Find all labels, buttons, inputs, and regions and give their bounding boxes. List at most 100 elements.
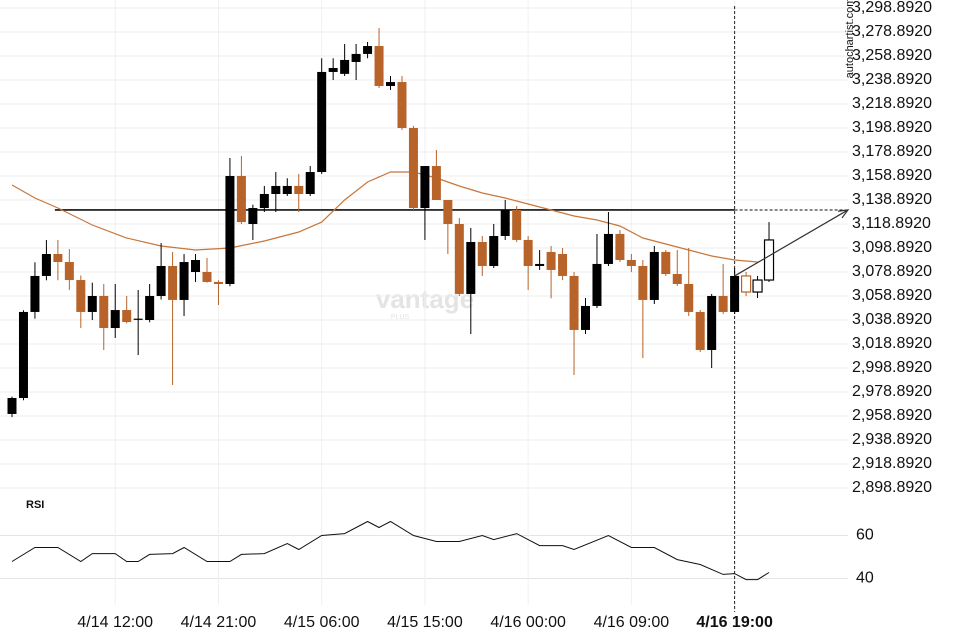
candle-body (145, 295, 155, 320)
candle-body (259, 193, 269, 209)
candle-body (122, 310, 132, 323)
candle-body (672, 274, 682, 284)
candle-body (99, 295, 109, 329)
y-tick-label: 3,238.8920 (852, 71, 932, 88)
y-tick-label: 3,078.8920 (852, 263, 932, 280)
x-tick-label: 4/16 00:00 (490, 614, 566, 631)
x-tick-label: 4/14 21:00 (181, 614, 257, 631)
candle-body (305, 172, 315, 194)
candle-body (523, 239, 533, 266)
candle-body (225, 175, 235, 284)
candle-body (569, 275, 579, 330)
candle-body (317, 71, 327, 173)
candle-body (351, 53, 361, 62)
candle-body (110, 310, 120, 329)
rsi-tick-label: 60 (856, 527, 874, 544)
rsi-label: RSI (26, 499, 44, 511)
candle-body (592, 263, 602, 306)
candle-body (684, 283, 694, 312)
candle-body (500, 209, 510, 236)
candle-body (41, 253, 51, 276)
x-tick-label: 4/14 12:00 (77, 614, 153, 631)
x-tick-label: 4/16 19:00 (696, 614, 773, 631)
candle-body (752, 279, 763, 293)
candle-body (489, 235, 499, 266)
candle-body (179, 262, 189, 300)
watermark-sub: PLUS (391, 314, 410, 321)
projection-arrow (734, 209, 849, 277)
candle-body (191, 259, 201, 272)
candle-body (603, 233, 613, 264)
candle-body (168, 265, 178, 300)
candle-body (202, 271, 212, 282)
candle-body (581, 305, 590, 330)
candle-body (30, 275, 40, 312)
y-tick-label: 3,058.8920 (852, 287, 932, 304)
candle-body (454, 223, 464, 294)
candle-body (695, 311, 705, 350)
y-tick-label: 3,178.8920 (852, 143, 932, 160)
candle-body (248, 208, 258, 224)
candle-body (294, 185, 304, 194)
candle-body (282, 185, 292, 194)
candle-body (626, 259, 636, 266)
candle-body (87, 295, 97, 312)
candle-body (477, 241, 487, 266)
candle-body (397, 82, 407, 128)
candle-body (707, 295, 717, 350)
candle-body (740, 275, 752, 293)
candle-body (7, 397, 17, 414)
candle-body (386, 82, 396, 86)
y-tick-label: 2,958.8920 (852, 407, 932, 424)
y-tick-label: 2,978.8920 (852, 383, 932, 400)
y-tick-label: 3,038.8920 (852, 311, 932, 328)
candle-body (730, 275, 740, 312)
x-tick-label: 4/15 15:00 (387, 614, 463, 631)
candle-body (443, 199, 453, 224)
candle-body (408, 127, 418, 209)
y-tick-label: 3,218.8920 (852, 95, 932, 112)
x-tick-label: 4/15 06:00 (284, 614, 360, 631)
y-tick-label: 3,018.8920 (852, 335, 932, 352)
candle-body (271, 185, 281, 194)
candle-body (374, 46, 384, 86)
x-tick-label: 4/16 09:00 (594, 614, 670, 631)
candle-body (76, 280, 86, 312)
y-tick-label: 3,298.8920 (852, 0, 932, 16)
y-tick-label: 3,258.8920 (852, 47, 932, 64)
y-tick-label: 3,198.8920 (852, 119, 932, 136)
candle-body (420, 166, 430, 209)
candle-body (213, 281, 223, 284)
y-tick-label: 3,278.8920 (852, 23, 932, 40)
candle-body (546, 251, 556, 270)
y-tick-label: 3,158.8920 (852, 167, 932, 184)
candle-body (615, 233, 625, 260)
candle-body (18, 311, 28, 398)
candle-body (638, 265, 648, 300)
candle-body (763, 239, 775, 281)
candle-body (512, 209, 522, 240)
candle-body (661, 251, 671, 275)
y-tick-label: 3,138.8920 (852, 191, 932, 208)
projection-arrowhead (838, 209, 850, 219)
y-tick-label: 2,918.8920 (852, 455, 932, 472)
candle-body (431, 166, 441, 200)
candle-body (340, 59, 350, 74)
rsi-tick-label: 40 (856, 570, 874, 587)
y-tick-label: 2,998.8920 (852, 359, 932, 376)
y-tick-label: 3,118.8920 (852, 215, 931, 232)
candle-body (718, 295, 728, 312)
candle-body (649, 251, 659, 300)
candle-body (64, 262, 74, 281)
candle-body (328, 67, 338, 72)
y-tick-label: 2,898.8920 (852, 479, 932, 496)
candle-body (558, 253, 568, 276)
y-tick-label: 3,098.8920 (852, 239, 932, 256)
candle-body (363, 46, 373, 54)
candle-body (156, 265, 166, 296)
candle-body (535, 263, 545, 266)
candle-body (236, 175, 246, 223)
candle-body (466, 241, 476, 294)
